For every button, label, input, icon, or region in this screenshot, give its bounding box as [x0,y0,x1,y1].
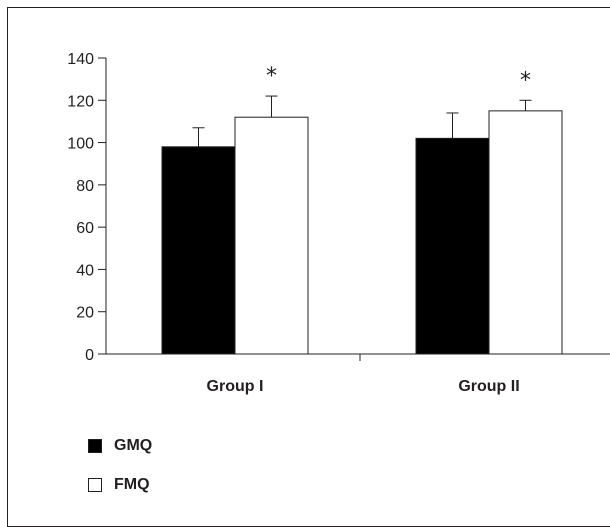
bar-fmq [488,110,563,355]
y-tick-label: 20 [76,305,94,322]
bar-chart: 0 20 40 60 80 100 120 140 * Group I * Group II [67,51,610,395]
y-tick-label: 120 [67,93,94,110]
y-tick-label: 100 [67,136,94,153]
legend-label-gmq: GMQ [114,437,153,454]
bar-fmq [234,116,309,355]
significance-marker: * [520,68,531,93]
legend-swatch-gmq [88,439,102,453]
bar-gmq [415,137,490,355]
x-category-label: Group II [458,378,519,395]
y-tick-label: 60 [76,220,94,237]
y-tick-label: 80 [76,178,94,195]
y-tick-label: 40 [76,262,94,279]
x-category-label: Group I [207,378,264,395]
legend-item-gmq: GMQ [88,437,152,455]
significance-marker: * [266,64,277,89]
legend-label-fmq: FMQ [114,476,150,493]
bar-gmq [161,146,236,355]
legend-item-fmq: FMQ [88,476,150,494]
y-tick-label: 140 [67,51,94,68]
y-tick-label: 0 [85,347,94,364]
legend-swatch-fmq [88,478,102,492]
